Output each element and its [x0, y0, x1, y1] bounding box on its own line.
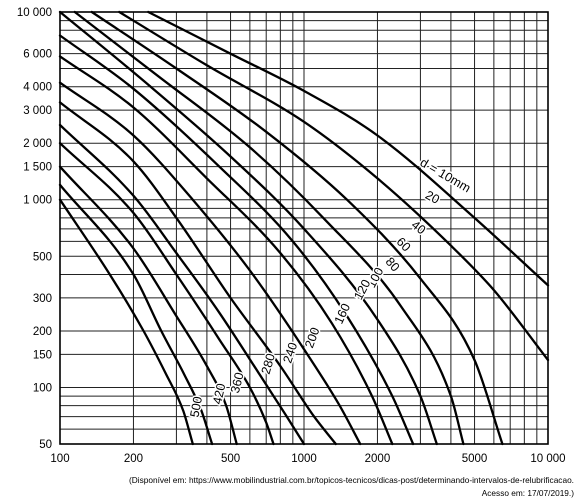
y-tick-label: 100 — [33, 382, 52, 394]
curve-line — [58, 142, 275, 446]
curve-label: 500 — [188, 395, 205, 418]
y-tick-label: 50 — [39, 439, 52, 451]
curve-label: 280 — [259, 352, 278, 376]
curves-layer — [58, 10, 550, 446]
curve-line — [58, 101, 337, 446]
curve-line — [58, 123, 306, 446]
y-tick-label: 150 — [33, 349, 52, 361]
curve-label: 240 — [280, 341, 300, 365]
y-tick-label: 200 — [33, 326, 52, 338]
y-tick-label: 1 500 — [23, 162, 52, 174]
source-citation: (Disponível em: https://www.mobilindustr… — [129, 475, 574, 485]
curve-line — [58, 198, 194, 446]
x-tick-label: 100 — [50, 453, 69, 465]
curve-label: 200 — [302, 326, 322, 350]
curve-label: 360 — [228, 371, 247, 395]
y-tick-label: 300 — [33, 293, 52, 305]
y-tick-label: 4 000 — [23, 82, 52, 94]
y-tick-label: 6 000 — [23, 49, 52, 61]
curve-label: 420 — [210, 382, 228, 405]
curve-line — [58, 10, 438, 446]
x-tick-label: 500 — [221, 453, 240, 465]
axes-layer: 100 200 500 1000 2000 5000 10 000 50 100 150 200 30… — [17, 7, 566, 465]
y-tick-label: 500 — [33, 251, 52, 263]
curve-label: 20 — [423, 188, 442, 207]
curve-line — [58, 34, 415, 446]
y-tick-label: 2 000 — [23, 138, 52, 150]
curve-line — [147, 10, 550, 287]
x-tick-label: 5000 — [462, 453, 488, 465]
curve-line — [58, 81, 362, 446]
source-access-date: Acesso em: 17/07/2019.) — [481, 488, 574, 498]
y-tick-label: 1 000 — [23, 195, 52, 207]
curve-line — [73, 10, 465, 446]
x-tick-label: 200 — [124, 453, 143, 465]
curve-line — [118, 10, 550, 362]
x-tick-label: 2000 — [365, 453, 391, 465]
curve-line — [58, 183, 214, 446]
y-tick-label: 3 000 — [23, 105, 52, 117]
x-tick-label: 1000 — [291, 453, 317, 465]
curve-line — [58, 165, 238, 446]
curve-line — [58, 55, 394, 446]
plot-frame — [59, 11, 549, 445]
x-tick-label: 10 000 — [530, 453, 565, 465]
y-tick-label: 10 000 — [17, 7, 52, 19]
curve-line — [90, 10, 504, 446]
